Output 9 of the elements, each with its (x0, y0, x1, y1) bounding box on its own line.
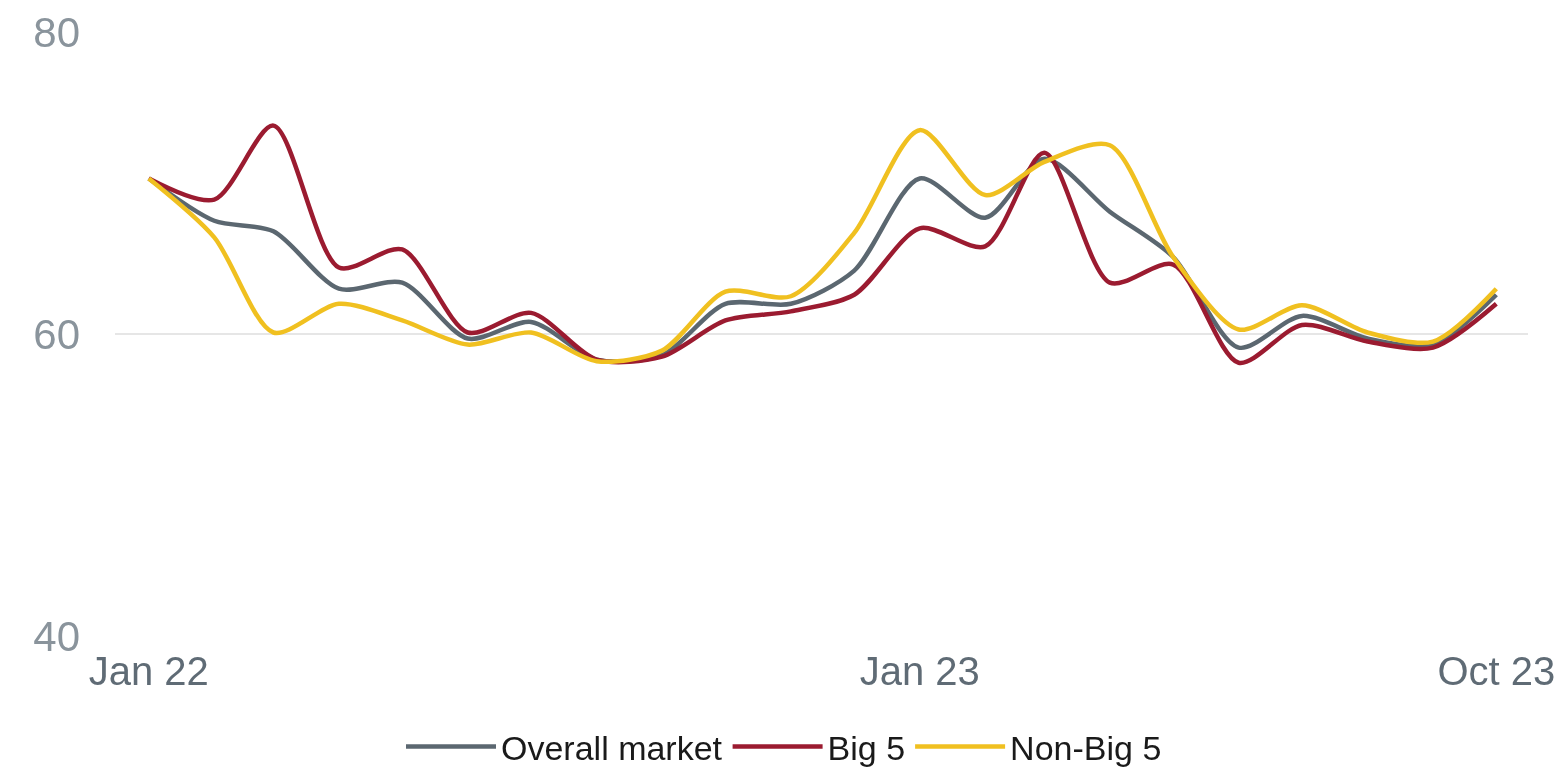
legend-label: Overall market (501, 728, 723, 767)
y-tick-label: 40 (33, 612, 80, 660)
y-tick-label: 80 (33, 8, 80, 56)
legend-label: Non-Big 5 (1010, 728, 1162, 767)
y-tick-label: 60 (33, 310, 80, 358)
x-tick-label: Oct 23 (1437, 649, 1556, 693)
x-tick-label: Jan 22 (88, 649, 209, 693)
legend-label: Big 5 (827, 728, 906, 767)
x-tick-label: Jan 23 (859, 649, 980, 693)
